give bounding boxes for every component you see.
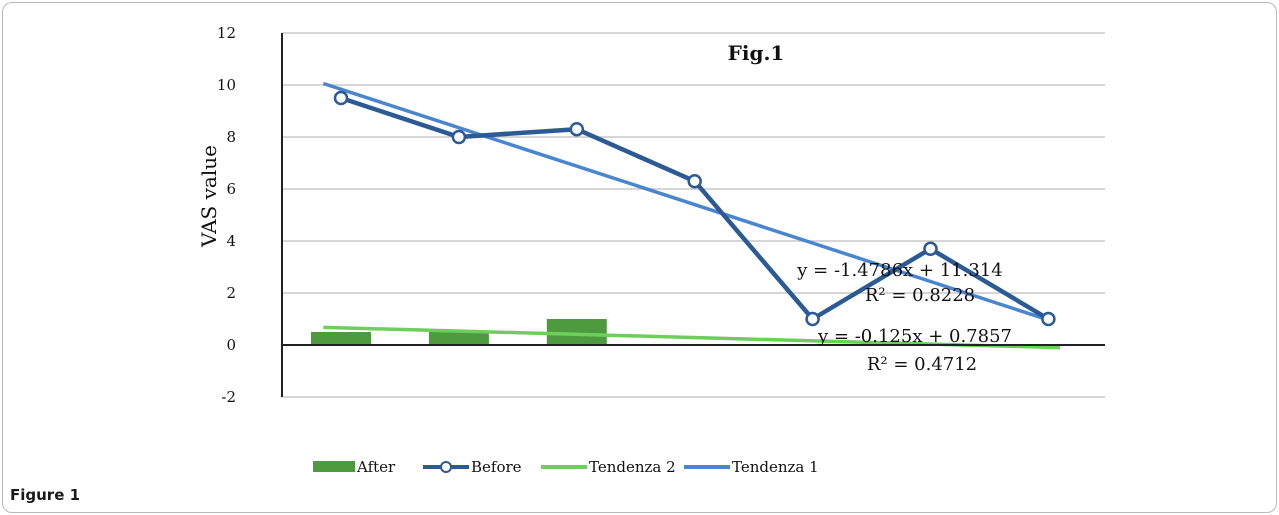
chart-title: Fig.1 xyxy=(728,41,785,65)
trend-equation-label: y = -1.4786x + 11.314 xyxy=(796,260,1002,281)
legend-label: Before xyxy=(471,458,522,476)
legend-label: Tendenza 2 xyxy=(589,458,676,476)
before-marker xyxy=(333,90,349,106)
bar-after xyxy=(311,332,371,345)
trend-equation-label: R² = 0.4712 xyxy=(867,354,977,375)
legend-label: Tendenza 1 xyxy=(732,458,819,476)
y-tick-label: 0 xyxy=(226,336,236,354)
before-marker xyxy=(923,241,938,257)
y-axis-label: VAS value xyxy=(197,145,221,248)
y-tick-label: 10 xyxy=(217,76,236,94)
bar-after xyxy=(428,332,489,345)
y-tick-label: 2 xyxy=(226,284,236,302)
y-tick-label: 6 xyxy=(226,180,236,198)
legend-swatch-after xyxy=(313,461,355,472)
before-marker xyxy=(451,129,467,145)
y-tick-label: -2 xyxy=(221,388,236,406)
before-marker xyxy=(1041,311,1056,327)
before-marker xyxy=(687,173,702,189)
before-marker xyxy=(805,311,820,327)
bar-after xyxy=(546,319,607,345)
trend-equation-label: y = -0.125x + 0.7857 xyxy=(817,326,1012,347)
y-tick-label: 8 xyxy=(226,128,236,146)
legend-marker xyxy=(440,461,452,473)
figure-caption: Figure 1 xyxy=(10,486,81,504)
trend-equation-label: R² = 0.8228 xyxy=(865,285,975,306)
trend-line-1 xyxy=(322,81,1049,322)
y-tick-label: 12 xyxy=(217,24,236,42)
before-marker xyxy=(569,121,585,137)
legend-label: After xyxy=(356,458,396,476)
y-tick-label: 4 xyxy=(226,232,236,250)
